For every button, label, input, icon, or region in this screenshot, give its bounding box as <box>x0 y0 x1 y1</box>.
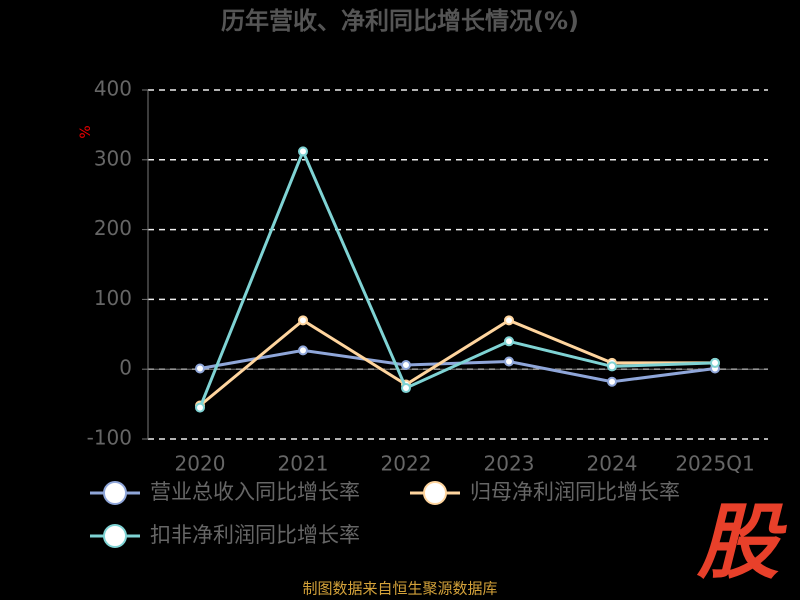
data-point <box>298 315 308 326</box>
y-tick-label: 300 <box>94 146 132 170</box>
y-tick-label: 200 <box>94 216 132 240</box>
legend-marker <box>103 524 127 548</box>
source-note: 制图数据来自恒生聚源数据库 <box>302 580 497 598</box>
y-tick-label: 400 <box>94 77 132 101</box>
data-point <box>298 345 308 356</box>
y-tick-label: -100 <box>87 426 132 450</box>
y-axis-label: % <box>78 125 94 138</box>
y-tick-label: 0 <box>119 356 132 380</box>
data-point <box>504 315 514 326</box>
data-point <box>195 402 205 413</box>
legend-marker <box>423 481 447 505</box>
legend-label: 归母净利润同比增长率 <box>470 480 680 504</box>
legend-label: 营业总收入同比增长率 <box>150 480 360 504</box>
legend-marker <box>103 481 127 505</box>
x-tick-label: 2023 <box>484 452 535 476</box>
series-line <box>198 147 716 409</box>
data-point <box>401 383 411 394</box>
logo: 股 <box>696 495 787 590</box>
chart-title: 历年营收、净利同比增长情况(%) <box>221 7 579 35</box>
data-point <box>401 360 411 371</box>
x-tick-label: 2024 <box>587 452 638 476</box>
data-point <box>504 336 514 347</box>
x-tick-label: 2021 <box>278 452 329 476</box>
data-point <box>607 376 617 387</box>
data-point <box>607 361 617 372</box>
data-point <box>195 363 205 374</box>
x-tick-label: 2025Q1 <box>675 452 754 476</box>
y-tick-label: 100 <box>94 286 132 310</box>
x-tick-label: 2022 <box>381 452 432 476</box>
data-point <box>710 357 720 368</box>
series-line <box>199 318 715 407</box>
data-point <box>298 146 308 157</box>
x-tick-label: 2020 <box>175 452 226 476</box>
data-point <box>504 356 514 367</box>
legend-label: 扣非净利润同比增长率 <box>150 523 360 547</box>
